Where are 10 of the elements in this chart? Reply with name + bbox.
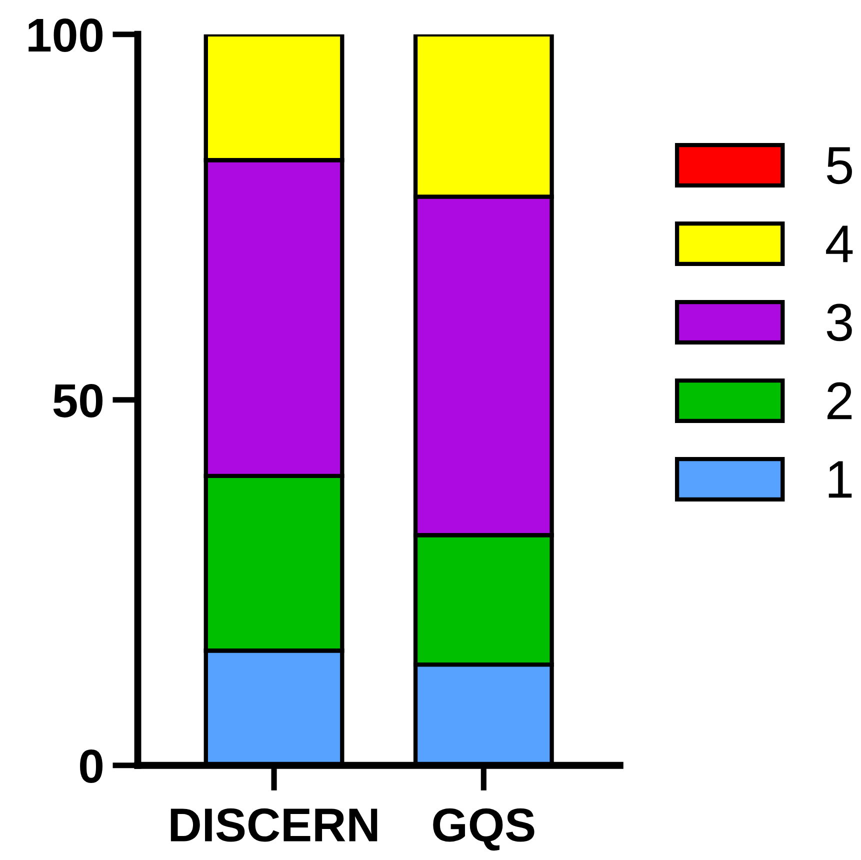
legend-label: 5	[826, 147, 852, 184]
legend-label: 1	[828, 461, 852, 498]
x-tick-label: DISCERN	[170, 808, 378, 842]
x-tick-label: GQS	[433, 808, 534, 851]
y-tick-label: 50	[53, 384, 102, 418]
y-tick-label: 0	[80, 750, 102, 783]
legend-label: 3	[826, 304, 852, 342]
legend-label: 4	[826, 226, 853, 262]
legend-label: 2	[827, 382, 852, 420]
y-tick-label: 100	[28, 18, 102, 52]
